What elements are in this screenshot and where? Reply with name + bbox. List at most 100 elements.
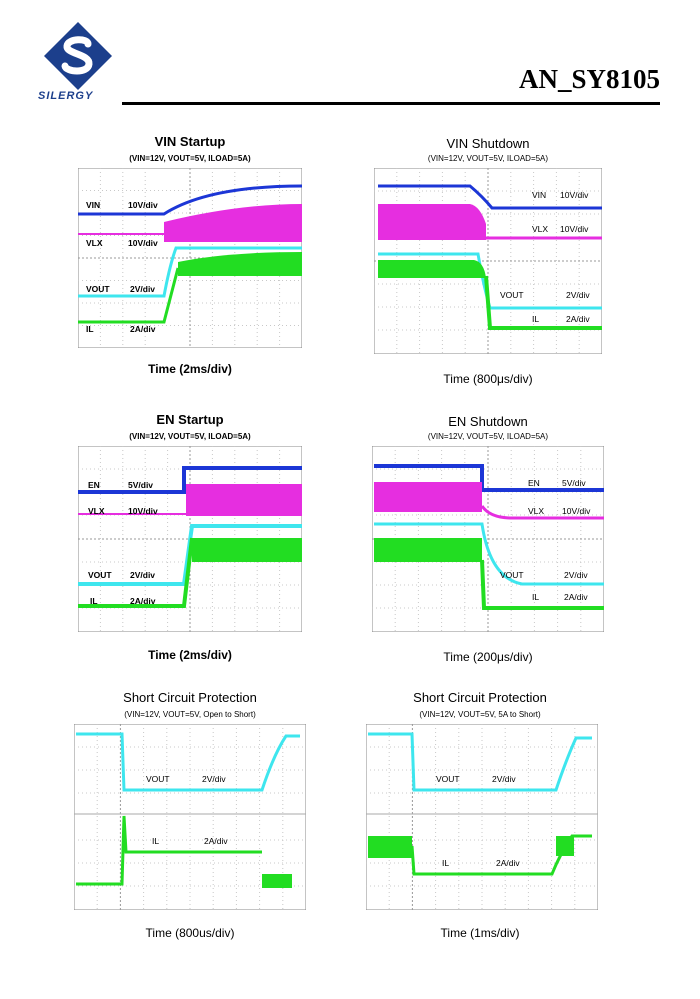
trace-label: EN [528, 478, 540, 488]
trace-label: IL [532, 592, 539, 602]
trace-label: IL [532, 314, 539, 324]
scope-screen: VOUT 2V/div IL 2A/div [74, 724, 306, 910]
trace-label: VOUT [500, 290, 524, 300]
trace-scale: 10V/div [562, 506, 591, 516]
trace-label: VOUT [88, 570, 112, 580]
logo-text: SILERGY [38, 90, 94, 102]
trace-scale: 10V/div [128, 200, 158, 210]
trace-scale: 2A/div [496, 858, 520, 868]
trace-scale: 2A/div [204, 836, 228, 846]
time-scale: Time (800us/div) [145, 926, 235, 940]
trace-scale: 10V/div [560, 190, 589, 200]
panel-conditions: (VIN=12V, VOUT=5V, ILOAD=5A) [129, 432, 251, 441]
trace-scale: 2V/div [564, 570, 588, 580]
oscilloscope-trace: VOUT 2V/div IL 2A/div [74, 724, 306, 910]
trace-scale: 2V/div [130, 284, 155, 294]
panel-conditions: (VIN=12V, VOUT=5V, ILOAD=5A) [129, 154, 251, 163]
trace-label: VIN [86, 200, 100, 210]
panel-conditions: (VIN=12V, VOUT=5V, ILOAD=5A) [427, 154, 549, 163]
il-waveform [484, 275, 602, 330]
panel-title: EN Startup [156, 412, 224, 427]
trace-scale: 2V/div [130, 570, 155, 580]
en-waveform [374, 464, 604, 492]
vin-waveform [78, 184, 302, 216]
silergy-logo [32, 18, 124, 110]
vout-waveform [76, 732, 300, 792]
panel-title: Short Circuit Protection [413, 690, 547, 705]
scope-screen: EN 5V/div VLX 10V/div VOUT 2V/div IL 2A/… [78, 446, 302, 632]
vlx-waveform [164, 204, 302, 242]
scope-screen: VOUT 2V/div IL 2A/div [366, 724, 598, 910]
il-waveform-band [368, 836, 412, 858]
oscilloscope-trace: VIN 10V/div VLX 10V/div VOUT 2V/div IL 2… [78, 168, 302, 348]
vout-waveform [78, 246, 302, 298]
vout-waveform [374, 522, 604, 586]
document-id: AN_SY8105 [518, 64, 660, 94]
scope-screen: VIN 10V/div VLX 10V/div VOUT 2V/div IL 2… [374, 168, 602, 354]
trace-label: IL [86, 324, 94, 334]
trace-scale: 10V/div [128, 238, 158, 248]
oscilloscope-trace: EN 5V/div VLX 10V/div VOUT 2V/div IL 2A/… [372, 446, 604, 632]
header-rule [122, 102, 660, 105]
panel-scp-load-to-short: Short Circuit Protection (VIN=12V, VOUT=… [356, 690, 604, 950]
vlx-waveform [374, 482, 482, 512]
panel-en-startup: EN Startup (VIN=12V, VOUT=5V, ILOAD=5A) … [70, 412, 310, 666]
trace-label: VOUT [500, 570, 524, 580]
trace-scale: 2V/div [492, 774, 516, 784]
panel-conditions: (VIN=12V, VOUT=5V, 5A to Short) [419, 710, 541, 719]
il-waveform-band [178, 252, 302, 276]
time-scale: Time (800μs/div) [443, 372, 533, 386]
panel-vin-shutdown: VIN Shutdown (VIN=12V, VOUT=5V, ILOAD=5A… [366, 136, 610, 388]
il-recovery-band [556, 836, 574, 856]
trace-scale: 5V/div [128, 480, 153, 490]
trace-label: VLX [532, 224, 548, 234]
trace-label: EN [88, 480, 100, 490]
trace-label: VOUT [146, 774, 170, 784]
time-scale: Time (1ms/div) [440, 926, 520, 940]
trace-label: VLX [88, 506, 105, 516]
il-recovery-band [262, 874, 292, 888]
trace-scale: 2A/div [130, 596, 156, 606]
vlx-tail [480, 505, 604, 520]
il-waveform [78, 537, 194, 608]
time-scale: Time (200μs/div) [443, 650, 533, 664]
trace-scale: 2V/div [202, 774, 226, 784]
panel-title: Short Circuit Protection [123, 690, 257, 705]
trace-scale: 5V/div [562, 478, 586, 488]
panel-scp-open-to-short: Short Circuit Protection (VIN=12V, VOUT=… [66, 690, 314, 950]
trace-label: IL [90, 596, 98, 606]
time-scale: Time (2ms/div) [148, 648, 232, 662]
oscilloscope-trace: EN 5V/div VLX 10V/div VOUT 2V/div IL 2A/… [78, 446, 302, 632]
oscilloscope-trace: VIN 10V/div VLX 10V/div VOUT 2V/div IL 2… [374, 168, 602, 354]
trace-scale: 2A/div [566, 314, 590, 324]
en-waveform [78, 466, 302, 494]
trace-label: IL [152, 836, 159, 846]
panel-en-shutdown: EN Shutdown (VIN=12V, VOUT=5V, ILOAD=5A)… [366, 414, 610, 668]
trace-label: VLX [528, 506, 544, 516]
trace-scale: 2V/div [566, 290, 590, 300]
time-scale: Time (2ms/div) [148, 362, 232, 376]
trace-scale: 10V/div [128, 506, 158, 516]
trace-label: VOUT [86, 284, 110, 294]
scope-screen: EN 5V/div VLX 10V/div VOUT 2V/div IL 2A/… [372, 446, 604, 632]
trace-scale: 2A/div [130, 324, 156, 334]
il-waveform [480, 559, 604, 610]
panel-conditions: (VIN=12V, VOUT=5V, Open to Short) [124, 710, 256, 719]
panel-title: VIN Startup [154, 134, 226, 149]
scope-screen: VIN 10V/div VLX 10V/div VOUT 2V/div IL 2… [78, 168, 302, 348]
vin-waveform [378, 184, 602, 210]
panel-conditions: (VIN=12V, VOUT=5V, ILOAD=5A) [427, 432, 549, 441]
vlx-waveform [378, 204, 486, 240]
trace-label: VOUT [436, 774, 460, 784]
il-waveform [78, 267, 180, 324]
il-waveform-band [192, 538, 302, 562]
trace-scale: 10V/div [560, 224, 589, 234]
oscilloscope-trace: VOUT 2V/div IL 2A/div [366, 724, 598, 910]
vlx-waveform [186, 484, 302, 516]
il-waveform [76, 815, 262, 886]
il-waveform-band [374, 538, 482, 562]
panel-vin-startup: VIN Startup (VIN=12V, VOUT=5V, ILOAD=5A)… [70, 134, 310, 384]
il-waveform-band [378, 260, 486, 278]
trace-label: VIN [532, 190, 546, 200]
trace-label: VLX [86, 238, 103, 248]
